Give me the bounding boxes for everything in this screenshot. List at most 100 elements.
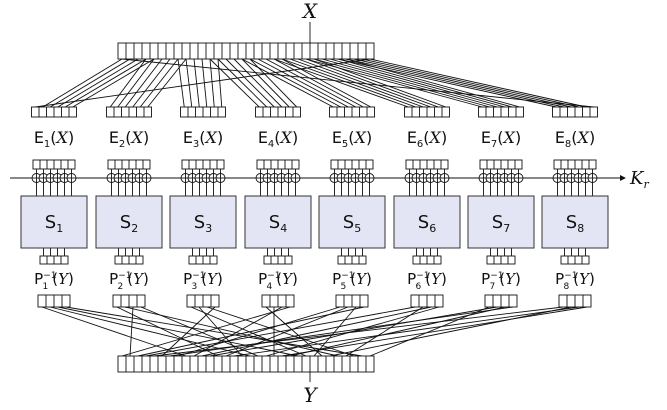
expansion-wire	[241, 58, 290, 108]
expansion-label-8: E8(X)	[555, 128, 595, 150]
expansion-wire	[305, 58, 439, 108]
permutation-wire	[57, 306, 299, 357]
expansion-wire	[241, 58, 334, 108]
inverse-perm-label-2: P−1 2 (Y)	[109, 270, 149, 292]
sbox-label-1: S1	[45, 212, 63, 235]
sbox-label-2: S2	[120, 212, 138, 235]
expansion-wire	[225, 58, 275, 108]
xor-icon	[127, 173, 138, 183]
sbox-1	[20, 195, 88, 249]
permutation-wire	[190, 306, 307, 357]
inverse-perm-label-5: P−1 5 (Y)	[332, 270, 372, 292]
xor-icon	[141, 173, 152, 183]
sbox-4	[244, 195, 312, 249]
expansion-wire	[273, 58, 409, 108]
sbox-output-box-1	[39, 255, 69, 265]
permutation-wire	[225, 306, 349, 357]
sbox-label-7: S7	[492, 212, 510, 235]
pre-xor-box-5	[330, 159, 374, 170]
expansion-wire	[281, 58, 416, 108]
permutation-wire	[121, 306, 291, 357]
output-register	[117, 355, 375, 373]
sbox-3	[169, 195, 237, 249]
inverse-perm-label-4: P−1 4 (Y)	[258, 270, 298, 292]
expansion-wire	[273, 58, 364, 108]
expansion-wire	[265, 58, 356, 108]
expansion-wire	[297, 58, 431, 108]
expansion-box-7	[478, 106, 524, 118]
output-label: Y	[303, 383, 318, 407]
permutation-wire	[345, 306, 424, 357]
xor-icon	[290, 173, 301, 183]
sbox-output-box-8	[560, 255, 590, 265]
expansion-label-5: E5(X)	[332, 128, 372, 150]
pre-xor-box-3	[181, 159, 225, 170]
sbox-output-box-7	[486, 255, 516, 265]
expansion-wire	[35, 58, 371, 108]
key-arrow-icon	[620, 175, 626, 181]
expansion-wire	[139, 58, 179, 108]
permutation-wire	[153, 306, 564, 357]
pre-xor-box-4	[256, 159, 300, 170]
perm-input-box-7	[484, 294, 518, 308]
sbox-output-box-4	[263, 255, 293, 265]
permutation-wire	[129, 306, 134, 357]
permutation-wire	[193, 306, 283, 357]
perm-input-box-4	[261, 294, 295, 308]
blocks-layer	[20, 42, 609, 373]
expansion-label-3: E3(X)	[183, 128, 223, 150]
pre-xor-box-2	[107, 159, 151, 170]
pre-xor-box-7	[479, 159, 523, 170]
expansion-wire	[42, 58, 123, 108]
xor-icon	[357, 173, 368, 183]
pre-xor-box-1	[32, 159, 76, 170]
sbox-6	[393, 195, 461, 249]
perm-input-box-5	[335, 294, 369, 308]
expansion-box-6	[404, 106, 450, 118]
expansion-wire	[217, 58, 223, 108]
xor-icon	[439, 173, 450, 183]
sbox-output-box-2	[114, 255, 144, 265]
permutation-wire	[369, 306, 490, 357]
xor-icon	[215, 173, 226, 183]
expansion-box-1	[31, 106, 77, 118]
inverse-perm-label-7: P−1 7 (Y)	[481, 270, 521, 292]
sbox-2	[95, 195, 163, 249]
permutation-wire	[265, 306, 440, 357]
expansion-label-7: E7(X)	[481, 128, 521, 150]
perm-input-box-2	[112, 294, 146, 308]
expansion-wire	[132, 58, 171, 108]
expansion-wire	[177, 58, 185, 108]
expansion-box-2	[106, 106, 152, 118]
expansion-label-6: E6(X)	[407, 128, 447, 150]
sbox-label-4: S4	[269, 212, 287, 235]
expansion-wire	[72, 58, 155, 108]
pre-xor-box-8	[553, 159, 597, 170]
expansion-label-2: E2(X)	[109, 128, 149, 150]
permutation-wire	[137, 306, 365, 357]
permutation-wire	[49, 306, 251, 357]
xor-icon	[201, 173, 212, 183]
permutation-wire	[41, 306, 187, 357]
expansion-wire	[305, 58, 483, 108]
xor-icon	[276, 173, 287, 183]
expansion-wire	[65, 58, 147, 108]
expansion-wire	[345, 58, 564, 108]
expansion-box-5	[329, 106, 375, 118]
pre-xor-box-6	[405, 159, 449, 170]
permutation-wire	[116, 306, 219, 357]
xor-icon	[513, 173, 524, 183]
perm-input-box-1	[37, 294, 71, 308]
expansion-label-1: E1(X)	[34, 128, 74, 150]
sbox-output-box-5	[337, 255, 367, 265]
permutation-wires	[10, 22, 626, 382]
sbox-output-box-3	[188, 255, 218, 265]
xor-icon	[364, 173, 375, 183]
expansion-wire	[185, 58, 193, 108]
permutation-wire	[65, 306, 363, 357]
perm-input-box-3	[186, 294, 220, 308]
input-label: X	[301, 0, 318, 23]
xor-icon	[485, 173, 496, 183]
